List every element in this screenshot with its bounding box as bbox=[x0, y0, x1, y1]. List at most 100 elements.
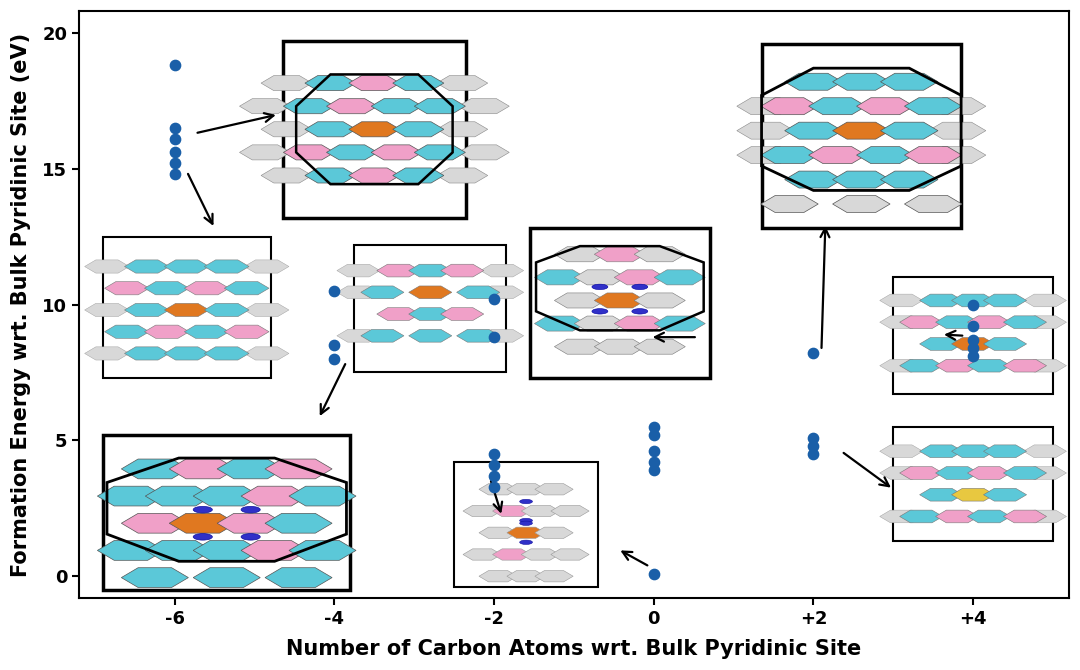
FancyBboxPatch shape bbox=[283, 41, 467, 218]
Polygon shape bbox=[856, 98, 914, 115]
Polygon shape bbox=[522, 549, 559, 560]
Polygon shape bbox=[737, 98, 794, 115]
Polygon shape bbox=[785, 171, 842, 188]
Point bbox=[645, 465, 662, 476]
Polygon shape bbox=[760, 98, 819, 115]
Circle shape bbox=[519, 540, 532, 545]
Polygon shape bbox=[326, 145, 378, 160]
Polygon shape bbox=[856, 147, 914, 163]
Point bbox=[166, 133, 184, 144]
Circle shape bbox=[592, 309, 608, 314]
Polygon shape bbox=[145, 281, 189, 295]
Polygon shape bbox=[436, 122, 488, 137]
Polygon shape bbox=[507, 527, 545, 539]
Polygon shape bbox=[393, 122, 444, 137]
Polygon shape bbox=[1024, 466, 1066, 479]
Polygon shape bbox=[1003, 510, 1047, 523]
Polygon shape bbox=[124, 347, 170, 360]
Polygon shape bbox=[968, 510, 1011, 523]
Point bbox=[486, 332, 503, 342]
Polygon shape bbox=[261, 168, 312, 183]
Polygon shape bbox=[457, 330, 500, 342]
Polygon shape bbox=[478, 527, 517, 539]
Polygon shape bbox=[170, 459, 237, 479]
Polygon shape bbox=[554, 247, 606, 262]
Point bbox=[645, 457, 662, 468]
Polygon shape bbox=[84, 347, 130, 360]
Point bbox=[964, 334, 982, 345]
Polygon shape bbox=[393, 168, 444, 183]
FancyBboxPatch shape bbox=[893, 277, 1053, 394]
Polygon shape bbox=[634, 247, 686, 262]
Polygon shape bbox=[654, 270, 705, 285]
Polygon shape bbox=[919, 488, 962, 501]
Circle shape bbox=[193, 533, 213, 540]
Polygon shape bbox=[904, 196, 962, 212]
Polygon shape bbox=[244, 347, 289, 360]
Circle shape bbox=[241, 507, 260, 513]
Polygon shape bbox=[305, 76, 356, 90]
Polygon shape bbox=[349, 76, 400, 90]
FancyBboxPatch shape bbox=[103, 237, 271, 378]
Point bbox=[486, 460, 503, 470]
Point bbox=[645, 429, 662, 440]
Polygon shape bbox=[634, 339, 686, 354]
Polygon shape bbox=[265, 567, 332, 588]
Polygon shape bbox=[372, 98, 422, 114]
Polygon shape bbox=[478, 484, 517, 495]
Polygon shape bbox=[880, 445, 922, 458]
Circle shape bbox=[519, 521, 532, 525]
Polygon shape bbox=[241, 541, 308, 560]
Polygon shape bbox=[146, 541, 213, 560]
Polygon shape bbox=[361, 330, 404, 342]
Polygon shape bbox=[1024, 510, 1066, 523]
Polygon shape bbox=[919, 294, 962, 307]
Polygon shape bbox=[121, 567, 188, 588]
Polygon shape bbox=[984, 488, 1027, 501]
Polygon shape bbox=[968, 359, 1011, 372]
Polygon shape bbox=[240, 98, 291, 114]
Polygon shape bbox=[594, 247, 646, 262]
FancyBboxPatch shape bbox=[354, 245, 507, 373]
Polygon shape bbox=[1024, 359, 1066, 372]
Polygon shape bbox=[900, 466, 943, 479]
Polygon shape bbox=[833, 73, 890, 90]
FancyBboxPatch shape bbox=[893, 427, 1053, 541]
Polygon shape bbox=[984, 445, 1027, 458]
Polygon shape bbox=[164, 260, 210, 273]
Y-axis label: Formation Energy wrt. Bulk Pyridinic Site (eV): Formation Energy wrt. Bulk Pyridinic Sit… bbox=[11, 32, 31, 577]
Polygon shape bbox=[121, 459, 188, 479]
Point bbox=[166, 147, 184, 157]
Polygon shape bbox=[305, 122, 356, 137]
Polygon shape bbox=[809, 98, 866, 115]
Point bbox=[326, 354, 343, 364]
Point bbox=[486, 470, 503, 481]
Polygon shape bbox=[785, 73, 842, 90]
Polygon shape bbox=[337, 330, 380, 342]
Polygon shape bbox=[408, 286, 451, 299]
Polygon shape bbox=[935, 510, 978, 523]
Polygon shape bbox=[935, 316, 978, 328]
FancyBboxPatch shape bbox=[455, 462, 598, 587]
Polygon shape bbox=[361, 286, 404, 299]
Polygon shape bbox=[929, 147, 986, 163]
Polygon shape bbox=[935, 359, 978, 372]
Polygon shape bbox=[225, 325, 269, 338]
Point bbox=[486, 481, 503, 492]
Polygon shape bbox=[507, 484, 545, 495]
Polygon shape bbox=[594, 339, 646, 354]
Point bbox=[326, 285, 343, 296]
Point bbox=[166, 60, 184, 71]
Polygon shape bbox=[575, 270, 625, 285]
Polygon shape bbox=[408, 264, 451, 277]
Polygon shape bbox=[984, 294, 1027, 307]
Polygon shape bbox=[481, 286, 524, 299]
Polygon shape bbox=[634, 293, 686, 308]
Polygon shape bbox=[833, 196, 890, 212]
Polygon shape bbox=[372, 145, 422, 160]
Point bbox=[805, 440, 822, 451]
Polygon shape bbox=[1024, 316, 1066, 328]
Polygon shape bbox=[463, 549, 501, 560]
Point bbox=[805, 432, 822, 443]
Polygon shape bbox=[441, 264, 484, 277]
